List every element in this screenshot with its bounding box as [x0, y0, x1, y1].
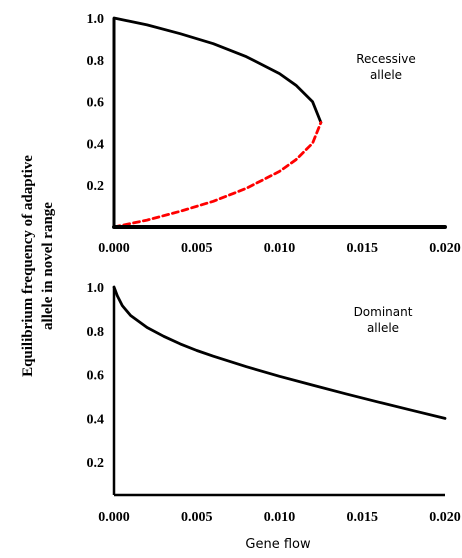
dominant-annotation-line2: allele	[367, 321, 399, 335]
dominant-y-tick-label: 1.0	[87, 281, 105, 296]
dominant-y-tick-label: 0.8	[87, 325, 105, 340]
recessive-x-tick-label: 0.000	[98, 241, 130, 256]
dominant-x-tick-label: 0.010	[264, 510, 296, 525]
y-axis-label-line1: Equilibrium frequency of adaptive	[20, 155, 36, 377]
dominant-y-tick-label: 0.6	[87, 369, 105, 384]
dominant-x-tick-label: 0.015	[347, 510, 379, 525]
dominant-ticks: 0.000 0.005 0.010 0.015 0.020 1.0 0.8 0.6 0.4 0.2	[87, 281, 461, 525]
recessive-annotation-line1: Recessive	[356, 52, 415, 66]
recessive-x-tick-label: 0.020	[429, 241, 461, 256]
dominant-series-0	[112, 285, 447, 420]
dominant-panel: 0.000 0.005 0.010 0.015 0.020 1.0 0.8 0.6 0.4 0.2…	[87, 281, 461, 525]
dominant-y-tick-label: 0.2	[87, 456, 105, 471]
recessive-series-1	[112, 121, 323, 229]
dominant-y-tick-label: 0.4	[87, 412, 105, 427]
x-axis-label: Gene flow	[245, 537, 311, 552]
dominant-x-tick-label: 0.000	[98, 510, 130, 525]
recessive-annotation-line2: allele	[370, 68, 402, 82]
recessive-ticks: 0.000 0.005 0.010 0.015 0.020 1.0 0.8 0.6 0.4 0.2	[87, 12, 461, 256]
recessive-series	[112, 16, 447, 229]
recessive-x-tick-label: 0.005	[181, 241, 213, 256]
recessive-panel: 0.000 0.005 0.010 0.015 0.020 1.0 0.8 0.6 0.4 0.2…	[87, 12, 461, 256]
recessive-y-tick-label: 0.6	[87, 96, 105, 111]
recessive-y-tick-label: 0.8	[87, 54, 105, 69]
dominant-x-tick-label: 0.020	[429, 510, 461, 525]
dominant-series	[112, 285, 447, 420]
recessive-y-tick-label: 1.0	[87, 12, 105, 27]
recessive-x-tick-label: 0.015	[347, 241, 379, 256]
recessive-x-tick-label: 0.010	[264, 241, 296, 256]
recessive-y-tick-label: 0.4	[87, 137, 105, 152]
dominant-annotation-line1: Dominant	[354, 305, 413, 319]
recessive-y-tick-label: 0.2	[87, 179, 105, 194]
y-axis-label-line2: allele in novel range	[40, 202, 56, 330]
recessive-series-0	[112, 16, 323, 124]
dominant-x-tick-label: 0.005	[181, 510, 213, 525]
